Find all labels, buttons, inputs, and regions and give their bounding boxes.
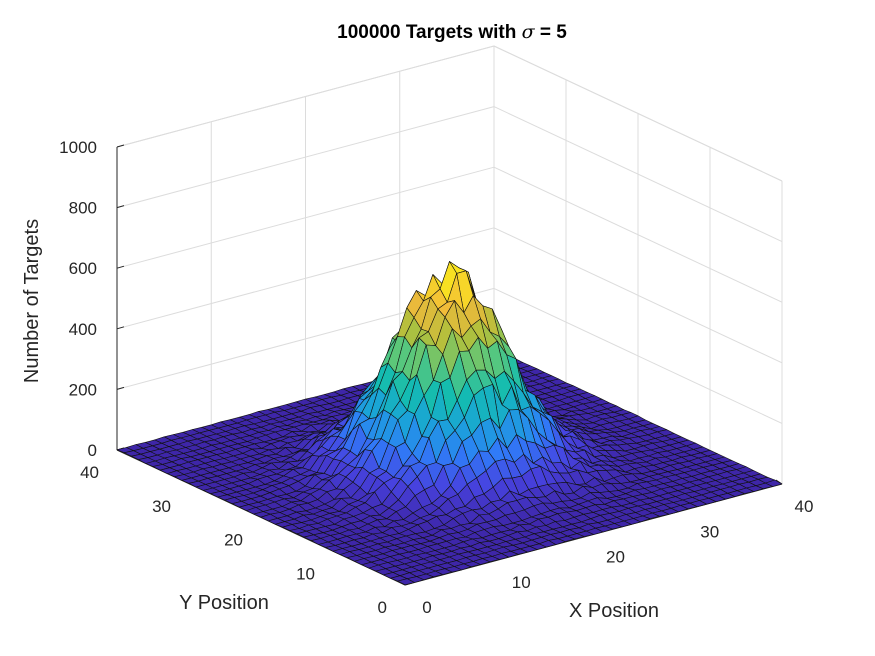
z-tick-mark bbox=[116, 265, 125, 269]
y-tick-label: 0 bbox=[378, 598, 387, 617]
grid-edge bbox=[116, 45, 495, 148]
z-tick-mark bbox=[116, 144, 125, 148]
z-tick-label: 1000 bbox=[59, 138, 97, 157]
z-tick-label: 400 bbox=[69, 320, 97, 339]
grid-edge bbox=[493, 45, 783, 182]
y-tick-label: 20 bbox=[224, 531, 243, 550]
z-tick-mark bbox=[116, 326, 125, 330]
y-tick-label: 10 bbox=[296, 564, 315, 583]
z-tick-mark bbox=[116, 205, 125, 209]
y-axis-label: Y Position bbox=[179, 592, 269, 614]
z-tick-label: 200 bbox=[69, 380, 97, 399]
x-tick-label: 40 bbox=[795, 497, 814, 516]
x-tick-label: 10 bbox=[512, 573, 531, 592]
x-tick-label: 20 bbox=[606, 548, 625, 567]
z-tick-label: 600 bbox=[69, 259, 97, 278]
z-tick-label: 0 bbox=[88, 441, 97, 460]
z-tick-label: 800 bbox=[69, 199, 97, 218]
surface-mesh bbox=[116, 261, 783, 586]
x-axis-label: X Position bbox=[569, 600, 659, 622]
z-tick-mark bbox=[116, 386, 125, 390]
x-tick-label: 0 bbox=[422, 598, 431, 617]
x-tick-label: 30 bbox=[700, 522, 719, 541]
z-axis-label: Number of Targets bbox=[21, 219, 43, 383]
surface-patch bbox=[397, 578, 415, 586]
y-tick-label: 30 bbox=[152, 497, 171, 516]
y-tick-label: 40 bbox=[80, 463, 99, 482]
chart-title: 100000 Targets with σ = 5 bbox=[337, 21, 567, 43]
